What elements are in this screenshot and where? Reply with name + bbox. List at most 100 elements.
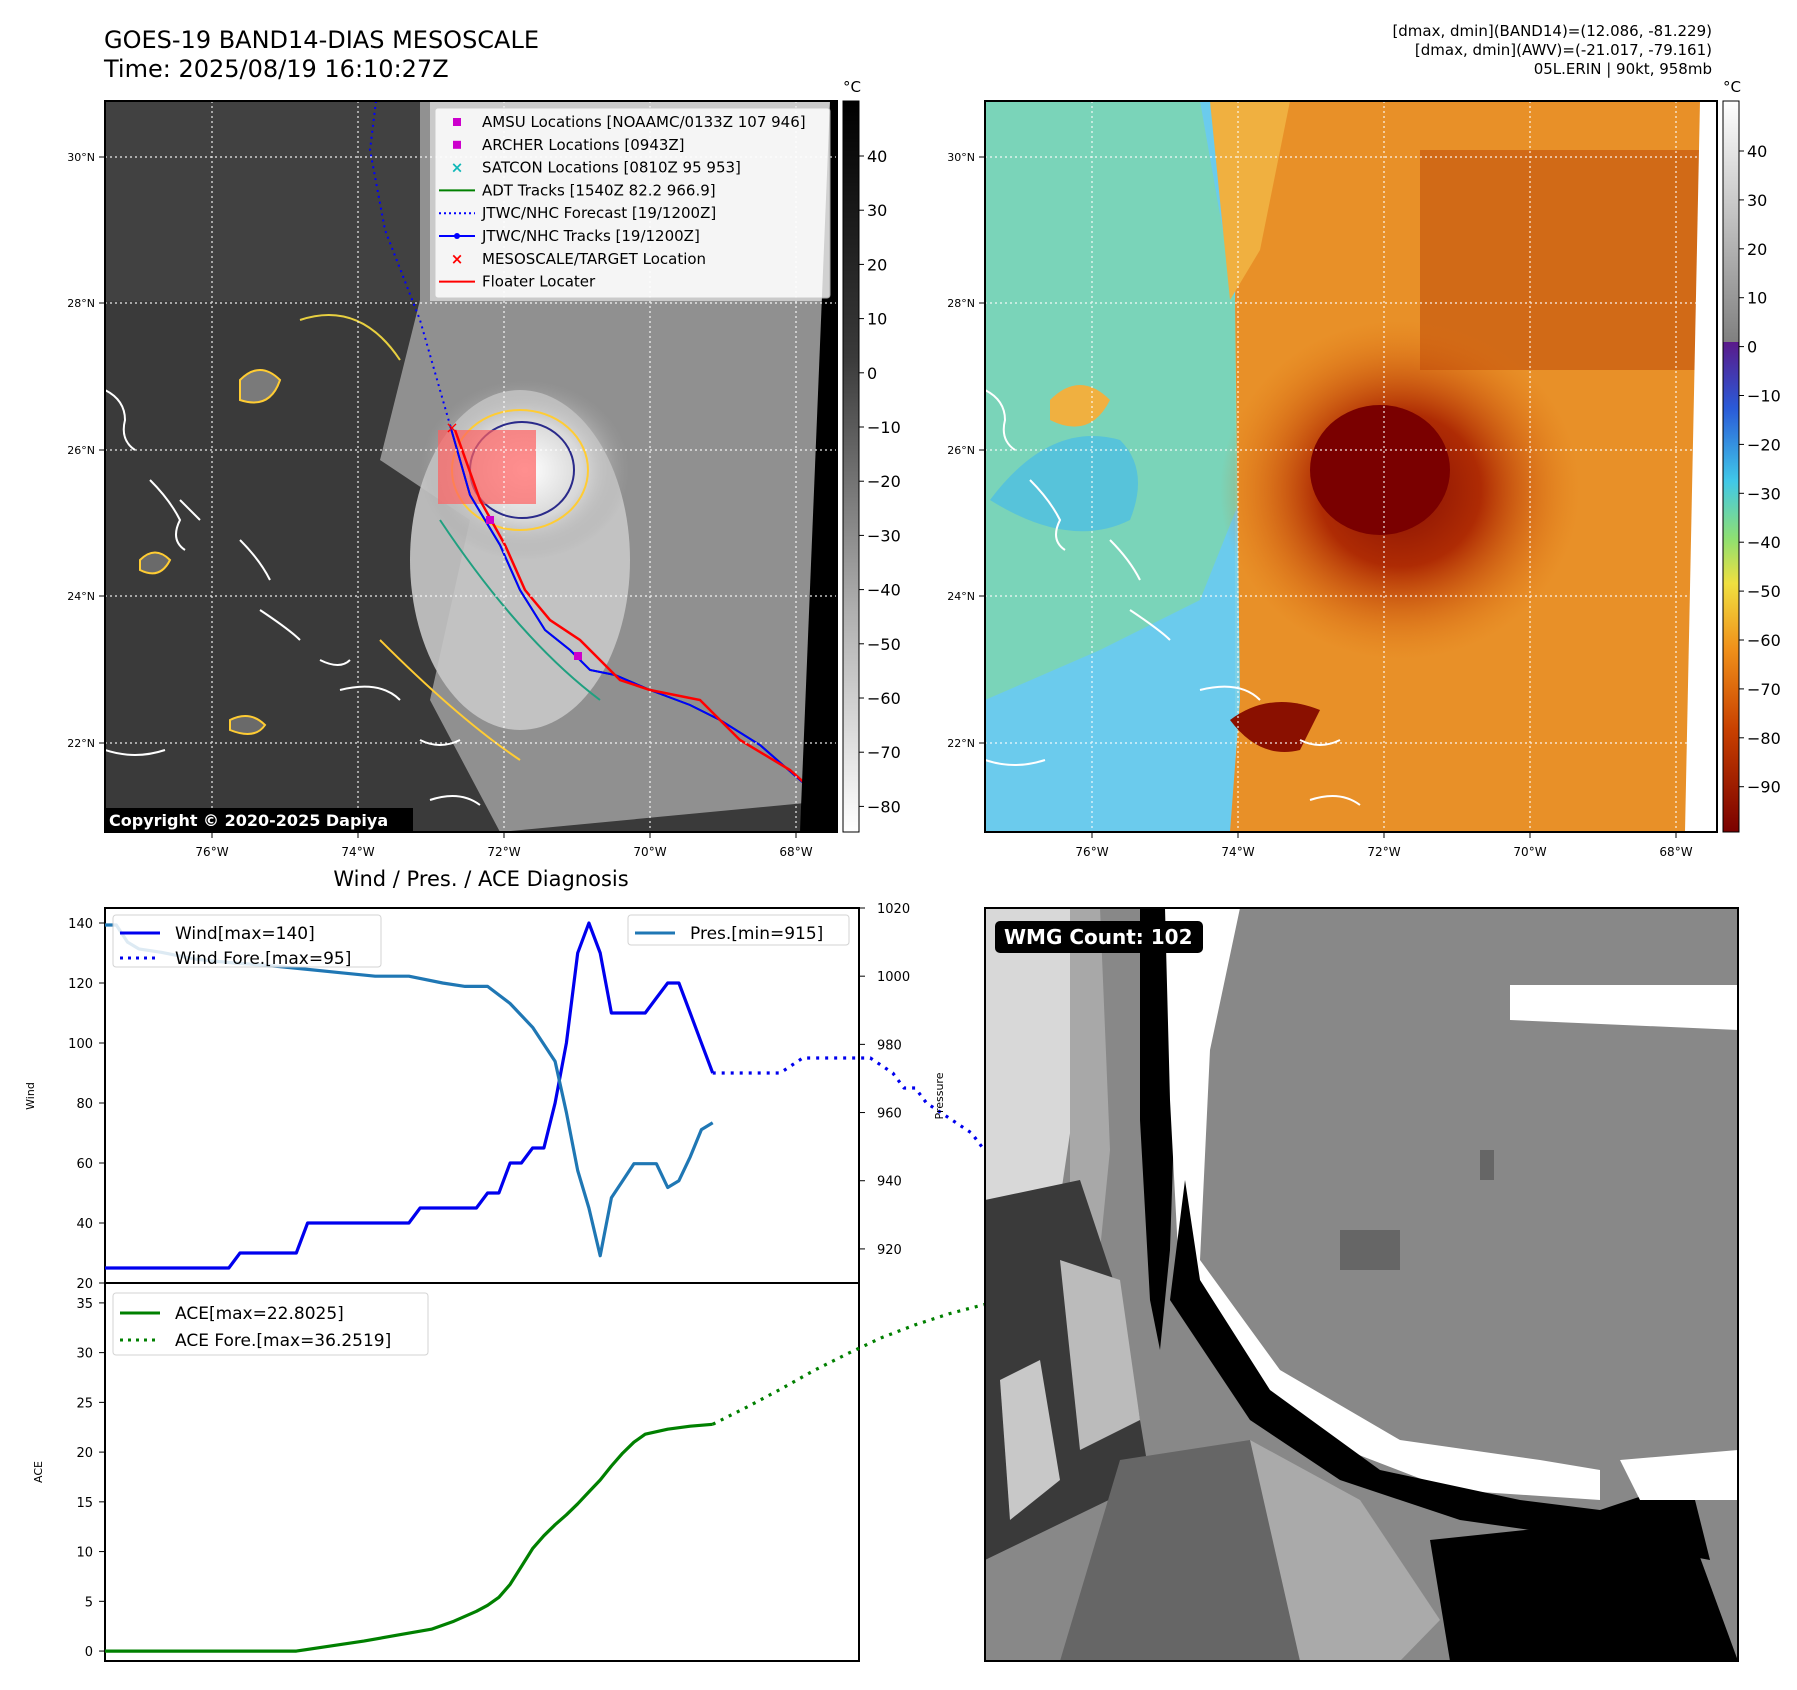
copyright-bg [105,808,413,832]
colorbar-tick-label: 30 [867,201,887,220]
ir-map-frame [104,100,838,833]
legend-square-marker [453,140,461,149]
lat-tick-label: 24°N [947,590,975,603]
colorbar-tick-label: 40 [1747,142,1767,161]
color-colorbar-unit: °C [1723,78,1741,96]
color-gridlines [985,101,1717,832]
wind-legend: Wind[max=140] Wind Fore.[max=95] [112,914,382,969]
y-tick-label: 60 [76,1157,93,1172]
colorbar-tick-label: −50 [867,635,901,654]
y-tick-label: 100 [68,1037,93,1052]
series-line [712,1056,1063,1209]
lon-tick-label: 74°W [341,845,374,859]
colorbar-tick-label: 0 [867,364,877,383]
y-tick-label: 10 [76,1546,93,1561]
copyright-text: Copyright © 2020-2025 Dapiya [109,811,388,830]
lat-tick-label: 26°N [947,444,975,457]
colorbar-tick-label: 0 [1747,338,1757,357]
legend-dot [454,233,460,239]
stats-storm: 05L.ERIN | 90kt, 958mb [1533,60,1712,78]
legend-entry-label: MESOSCALE/TARGET Location [482,250,706,268]
colorbar-tick-label: 10 [1747,289,1767,308]
title-line: GOES-19 BAND14-DIAS MESOSCALE [104,26,540,54]
wind-axes-frame [104,907,860,1284]
lat-tick-label: 30°N [947,151,975,164]
wmg-panel: WMG Count: 102 [984,907,1739,1662]
pressure-legend: Pres.[min=915] [627,914,850,946]
lon-tick-label: 76°W [195,845,228,859]
lon-tick-label: 68°W [779,845,812,859]
y-right-tick-label: 960 [877,1107,902,1122]
legend-entry-label: JTWC/NHC Forecast [19/1200Z] [481,204,716,222]
jtwc-track-line [449,424,837,813]
gray-colorbar [842,100,860,833]
colorbar-tick-label: −80 [1747,729,1781,748]
legend-square-marker [453,118,461,126]
ace-legend-label: ACE[max=22.8025] [175,1304,344,1324]
lon-tick-label: 70°W [1513,845,1546,859]
y-right-tick-label: 940 [877,1175,902,1190]
ace-panel: 0 5 10 15 20 25 30 35 ACE ACE[max=22.8025] ACE … [32,1282,1062,1662]
y-right-tick-label: 920 [877,1243,902,1258]
y-right-tick-label: 980 [877,1038,902,1053]
colorbar-tick-label: −60 [867,689,901,708]
color-colorbar-ticks: 40 30 20 10 0 −10 −20 −30 −40 −50 −60 −70 −80 −90 [1739,142,1781,797]
colorbar-tick-label: 20 [1747,240,1767,259]
legend-entry-label: SATCON Locations [0810Z 95 953] [482,159,741,177]
pressure-ylabel: Pressure [933,1072,946,1119]
main-title: GOES-19 BAND14-DIAS MESOSCALE Time: 2025… [104,26,539,84]
legend-x-marker: × [451,250,464,268]
legend-x-marker: × [451,159,464,177]
lat-tick-label: 30°N [67,151,95,164]
colorbar-tick-label: 30 [1747,191,1767,210]
wmg-frame [984,907,1739,1662]
colorbar-tick-label: −20 [867,472,901,491]
stats-band14: [dmax, dmin](BAND14)=(12.086, -81.229) [1392,22,1712,40]
color-map-frame [984,100,1718,833]
gray-colorbar-ticks: 40 30 20 10 0 −10 −20 −30 −40 −50 −60 −70 −80 [859,147,901,816]
series-line [105,1422,713,1653]
legend-entry-label: Floater Locater [482,273,596,291]
wmg-label-bg [995,921,1203,953]
colorbar-tick-label: −90 [1747,778,1781,797]
lon-tick-label: 76°W [1075,845,1108,859]
amsu-marker [574,652,582,660]
ir-map-axes: 76°W 74°W 72°W 70°W 68°W 30°N 28°N 26°N 24°N 22°N [67,151,812,859]
diagnosis-title: Wind / Pres. / ACE Diagnosis [333,867,628,891]
ace-fore-legend-label: ACE Fore.[max=36.2519] [175,1331,391,1351]
colorbar-tick-label: −30 [1747,484,1781,503]
y-tick-label: 15 [76,1496,93,1511]
lat-tick-label: 22°N [947,737,975,750]
legend-entry-label: JTWC/NHC Tracks [19/1200Z] [481,227,700,245]
archer-marker [486,516,494,524]
colorbar-tick-label: 40 [867,147,887,166]
color-map-axes: 76°W 74°W 72°W 70°W 68°W 30°N 28°N 26°N 24°N 22°N [947,151,1692,859]
y-tick-label: 20 [76,1446,93,1461]
y-tick-label: 80 [76,1097,93,1112]
y-tick-label: 35 [76,1297,93,1312]
colorbar-tick-label: −10 [867,418,901,437]
y-tick-label: 0 [85,1645,93,1660]
color-cdo [1310,405,1450,535]
colorbar-tick-label: −60 [1747,631,1781,650]
floater-box [438,430,536,504]
y-tick-label: 30 [76,1347,93,1362]
gray-colorbar-unit: °C [843,78,861,96]
lon-tick-label: 72°W [487,845,520,859]
colorbar-tick-label: −40 [867,581,901,600]
wind-fore-legend-label: Wind Fore.[max=95] [175,949,351,969]
y-tick-label: 25 [76,1396,93,1411]
lon-tick-label: 68°W [1659,845,1692,859]
colorbar-tick-label: −10 [1747,387,1781,406]
colorbar-tick-label: −20 [1747,435,1781,454]
series-line [105,921,715,1270]
colorbar-tick-label: −50 [1747,582,1781,601]
legend-entry-label: ARCHER Locations [0943Z] [482,136,685,154]
colorbar-tick-label: −70 [1747,680,1781,699]
lat-tick-label: 26°N [67,444,95,457]
lat-tick-label: 22°N [67,737,95,750]
map-legend-box [434,107,831,299]
map-legend: AMSU Locations [NOAAMC/0133Z 107 946] ARC… [439,113,806,291]
y-tick-label: 20 [76,1277,93,1292]
